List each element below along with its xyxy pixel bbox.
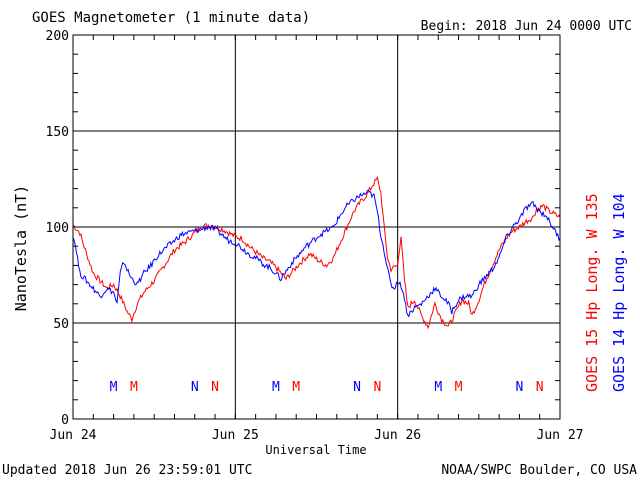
x-tick-label: Jun 27 bbox=[537, 428, 584, 443]
noon-midnight-marker: N bbox=[516, 380, 524, 395]
noon-midnight-marker: N bbox=[536, 380, 544, 395]
begin-label: Begin: 2018 Jun 24 0000 UTC bbox=[421, 19, 632, 34]
series-line-goes15 bbox=[72, 175, 561, 330]
noon-midnight-marker: N bbox=[373, 380, 381, 395]
marker-layer: M N M N M NM N M N M N bbox=[110, 380, 544, 395]
y-tick-label: 100 bbox=[46, 221, 69, 236]
legend: GOES 15 Hp Long. W 135 GOES 14 Hp Long. W… bbox=[583, 193, 628, 392]
noon-midnight-marker: M bbox=[292, 380, 300, 395]
x-tick-label: Jun 24 bbox=[50, 428, 97, 443]
y-tick-label: 200 bbox=[46, 29, 69, 44]
x-tick-label: Jun 26 bbox=[374, 428, 421, 443]
x-axis-label: Universal Time bbox=[265, 443, 366, 457]
plot-area: 0 50 100 150 200 Jun 24 Jun 25 Jun 26 Jun 27 M N M… bbox=[46, 29, 584, 443]
y-axis-label: NanoTesla (nT) bbox=[12, 185, 30, 311]
noon-midnight-marker: M bbox=[272, 380, 280, 395]
x-tick-label: Jun 25 bbox=[212, 428, 259, 443]
legend-entry-goes15: GOES 15 Hp Long. W 135 bbox=[583, 193, 601, 392]
tick-layer: 0 50 100 150 200 Jun 24 Jun 25 Jun 26 Jun 27 bbox=[46, 29, 584, 443]
series-line-goes14 bbox=[72, 190, 561, 318]
noon-midnight-marker: M bbox=[110, 380, 118, 395]
y-tick-label: 50 bbox=[53, 317, 69, 332]
grid-lines bbox=[73, 35, 560, 419]
noon-midnight-marker: M bbox=[434, 380, 442, 395]
chart-title: GOES Magnetometer (1 minute data) bbox=[32, 10, 310, 26]
credit-text: NOAA/SWPC Boulder, CO USA bbox=[441, 463, 637, 478]
y-tick-label: 0 bbox=[61, 413, 69, 428]
noon-midnight-marker: N bbox=[211, 380, 219, 395]
y-tick-label: 150 bbox=[46, 125, 69, 140]
noon-midnight-marker: M bbox=[130, 380, 138, 395]
noon-midnight-marker: M bbox=[455, 380, 463, 395]
legend-entry-goes14: GOES 14 Hp Long. W 104 bbox=[610, 193, 628, 392]
updated-timestamp: Updated 2018 Jun 26 23:59:01 UTC bbox=[2, 463, 252, 478]
noon-midnight-marker: N bbox=[191, 380, 199, 395]
series-layer bbox=[72, 175, 561, 330]
noon-midnight-marker: N bbox=[353, 380, 361, 395]
